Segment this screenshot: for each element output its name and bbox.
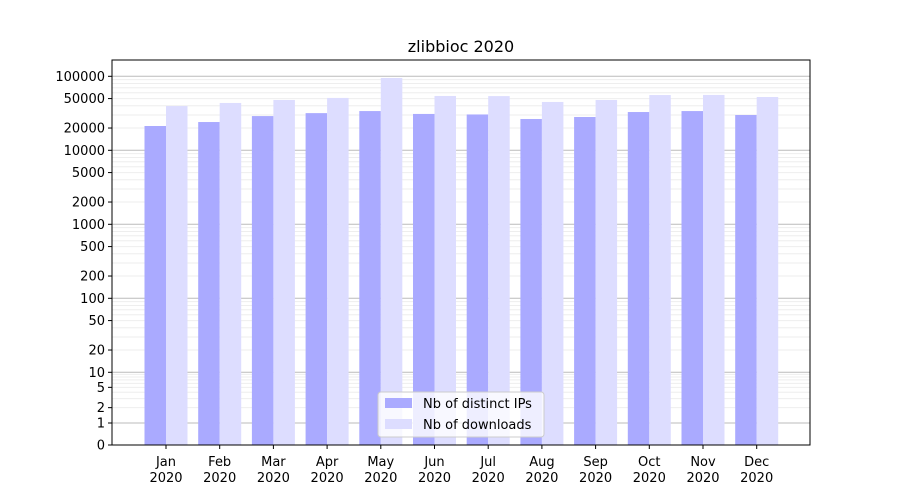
bar-downloads [327, 97, 349, 445]
y-tick-label: 5000 [72, 166, 105, 181]
y-tick-label: 20 [88, 344, 105, 359]
bar-distinct-ips [144, 125, 166, 445]
bar-downloads [273, 99, 295, 445]
bar-downloads [434, 95, 456, 445]
bar-distinct-ips [627, 112, 650, 446]
x-tick-label: Feb [208, 455, 231, 470]
bar-downloads [219, 102, 242, 445]
x-tick-label: 2020 [525, 471, 558, 486]
bar-distinct-ips [413, 113, 435, 445]
y-tick-label: 20000 [64, 122, 105, 137]
x-tick-label: 2020 [311, 471, 344, 486]
x-tick-label: Dec [744, 455, 769, 470]
y-tick-label: 2000 [72, 196, 105, 211]
bar-distinct-ips [735, 114, 757, 445]
bar-distinct-ips [520, 118, 542, 446]
bar-distinct-ips [681, 111, 703, 446]
plot-frame [111, 59, 811, 446]
bar-distinct-ips [359, 111, 381, 446]
y-tick-label: 2 [97, 401, 105, 416]
y-tick-label: 10 [88, 366, 105, 381]
x-tick-label: Nov [690, 455, 716, 470]
x-tick-label: 2020 [579, 471, 612, 486]
bar-distinct-ips [198, 122, 220, 446]
bar-downloads [541, 101, 564, 445]
x-tick-label: 2020 [686, 471, 719, 486]
x-tick-label: Aug [529, 455, 554, 470]
y-tick-label: 5 [97, 381, 105, 396]
bar-downloads [703, 94, 725, 446]
x-tick-label: Mar [261, 455, 286, 470]
x-tick-label: 2020 [203, 471, 236, 486]
x-tick-label: 2020 [418, 471, 451, 486]
bar-downloads [595, 99, 618, 445]
legend: Nb of distinct IPs Nb of downloads [377, 391, 545, 438]
y-tick-label: 50000 [64, 92, 105, 107]
x-tick-label: Sep [583, 455, 608, 470]
bar-distinct-ips [574, 116, 596, 445]
legend-label-ips: Nb of distinct IPs [423, 397, 532, 412]
x-tick-label: Jan [155, 455, 176, 470]
y-tick-label: 10000 [64, 144, 105, 159]
legend-swatch-ips [385, 398, 412, 408]
x-tick-label: 2020 [633, 471, 666, 486]
x-tick-label: 2020 [364, 471, 397, 486]
y-tick-label: 0 [97, 439, 105, 454]
bar-distinct-ips [466, 114, 489, 445]
y-tick-label: 1 [97, 417, 105, 432]
bar-distinct-ips [305, 113, 328, 445]
bar-distinct-ips [251, 116, 274, 445]
y-tick-label: 100 [80, 292, 105, 307]
x-tick-label: 2020 [472, 471, 505, 486]
y-tick-label: 100000 [55, 70, 105, 85]
y-tick-label: 200 [80, 270, 105, 285]
x-tick-label: Oct [638, 455, 660, 470]
x-tick-label: Apr [316, 455, 339, 470]
legend-label-downloads: Nb of downloads [423, 418, 532, 433]
x-tick-label: May [367, 455, 394, 470]
bar-downloads [488, 96, 510, 446]
x-tick-label: 2020 [740, 471, 773, 486]
chart-title: zlibbioc 2020 [408, 37, 514, 56]
y-tick-label: 1000 [72, 218, 105, 233]
x-tick-label: Jul [479, 455, 496, 470]
y-tick-label: 500 [80, 240, 105, 255]
x-tick-label: 2020 [257, 471, 290, 486]
x-tick-label: 2020 [149, 471, 182, 486]
legend-swatch-downloads [385, 419, 412, 429]
bar-downloads [649, 95, 671, 445]
bar-downloads [166, 106, 188, 445]
bar-downloads [380, 78, 403, 446]
x-tick-label: Jun [423, 455, 444, 470]
bar-downloads [756, 97, 779, 445]
y-tick-label: 50 [88, 314, 105, 329]
